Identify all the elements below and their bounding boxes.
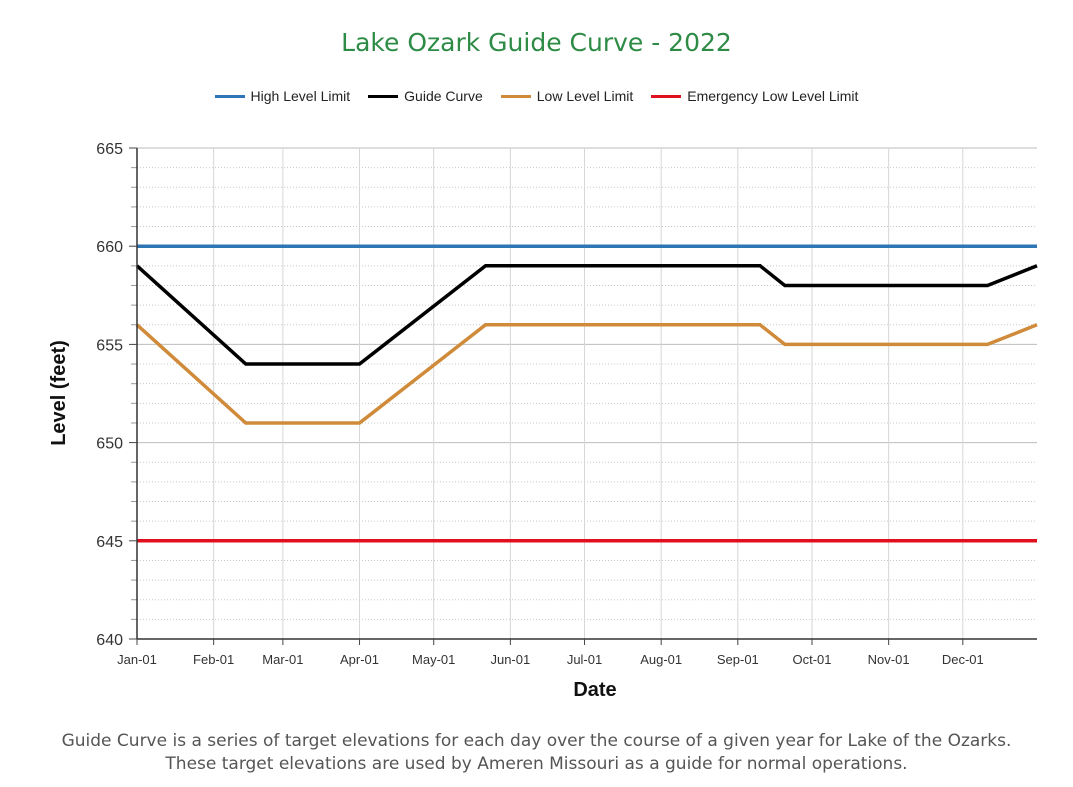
- data-series: [135, 244, 1038, 543]
- y-tick-label: 645: [96, 534, 123, 551]
- x-axis-ticks: Jan-01 Feb-01 Mar-01 Apr-01 May-01 Jun-01 Jul-…: [117, 639, 984, 667]
- x-tick-label: Jul-01: [567, 652, 602, 667]
- axes: [136, 148, 1037, 640]
- legend-label: High Level Limit: [250, 88, 351, 104]
- legend-item-guide-curve[interactable]: Guide Curve: [368, 88, 483, 104]
- legend-swatch-red-icon: [651, 94, 682, 98]
- legend-swatch-black-icon: [368, 94, 399, 98]
- legend-swatch-blue-icon: [214, 94, 245, 98]
- series-line-low-level-limit: [135, 323, 1038, 425]
- x-tick-label: Nov-01: [868, 652, 910, 667]
- chart-title: Lake Ozark Guide Curve - 2022: [341, 28, 732, 57]
- x-tick-label: Sep-01: [717, 652, 759, 667]
- x-tick-label: Jan-01: [117, 652, 157, 667]
- legend-label: Low Level Limit: [536, 88, 634, 104]
- vertical-gridlines: [213, 148, 964, 639]
- major-gridlines: [137, 147, 1037, 640]
- caption-line-1: Guide Curve is a series of target elevat…: [61, 731, 1012, 751]
- x-axis-label: Date: [573, 679, 616, 701]
- legend-label: Guide Curve: [404, 88, 483, 104]
- x-tick-label: Jun-01: [490, 652, 530, 667]
- y-tick-label: 665: [96, 141, 123, 158]
- x-tick-label: May-01: [412, 652, 455, 667]
- x-tick-label: Dec-01: [942, 652, 984, 667]
- legend-swatch-orange-icon: [500, 94, 531, 98]
- chart-caption: Guide Curve is a series of target elevat…: [0, 730, 1073, 776]
- y-tick-label: 640: [96, 632, 123, 649]
- y-tick-label: 650: [96, 436, 123, 453]
- y-tick-label: 655: [96, 337, 123, 354]
- legend-label: Emergency Low Level Limit: [687, 88, 859, 104]
- x-tick-label: Oct-01: [792, 652, 831, 667]
- legend-item-emergency-low-level-limit[interactable]: Emergency Low Level Limit: [651, 88, 858, 104]
- legend-item-high-level-limit[interactable]: High Level Limit: [214, 88, 351, 104]
- x-tick-label: Mar-01: [262, 652, 303, 667]
- series-line-guide-curve: [135, 264, 1038, 366]
- y-axis-label: Level (feet): [48, 340, 70, 446]
- x-tick-label: Apr-01: [340, 652, 379, 667]
- caption-line-2: These target elevations are used by Amer…: [165, 754, 908, 774]
- chart-legend: High Level Limit Guide Curve Low Level L…: [0, 88, 1073, 104]
- legend-item-low-level-limit[interactable]: Low Level Limit: [500, 88, 634, 104]
- x-tick-label: Aug-01: [640, 652, 682, 667]
- y-axis-ticks: 665 660 655 650 645 640: [96, 141, 137, 649]
- y-tick-label: 660: [96, 239, 123, 256]
- minor-gridlines: [131, 167, 1037, 620]
- x-tick-label: Feb-01: [193, 652, 234, 667]
